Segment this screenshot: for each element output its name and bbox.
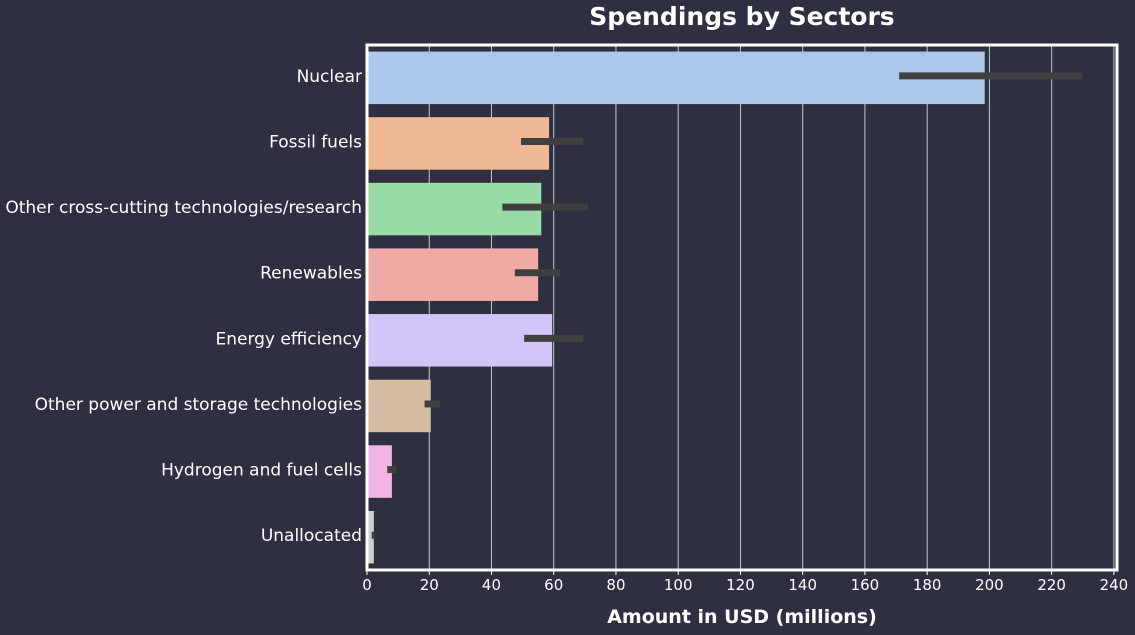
error-bars <box>371 72 1083 539</box>
x-tick-label: 80 <box>606 576 625 594</box>
category-label: Unallocated <box>261 526 362 546</box>
category-label: Energy efficiency <box>215 329 362 349</box>
x-tick-label: 200 <box>975 576 1004 594</box>
bar <box>367 379 431 433</box>
bar <box>367 248 539 301</box>
x-tick-label: 160 <box>851 576 880 594</box>
category-label: Other cross-cutting technologies/researc… <box>5 198 362 218</box>
x-tick-label: 140 <box>788 576 817 594</box>
x-tick-label: 100 <box>664 576 693 594</box>
category-label: Hydrogen and fuel cells <box>161 461 362 481</box>
bars <box>367 51 985 564</box>
category-labels: Nuclear Fossil fuels Other cross-cutting t… <box>5 67 362 546</box>
bar <box>367 117 550 170</box>
x-tick-label: 0 <box>362 576 372 594</box>
x-tick-label: 60 <box>544 576 563 594</box>
x-tick-label: 240 <box>1100 576 1129 594</box>
chart-title: Spendings by Sectors <box>589 2 895 31</box>
plot-frame <box>365 43 1119 572</box>
bar <box>367 314 553 367</box>
category-label: Other power and storage technologies <box>35 395 363 415</box>
category-label: Nuclear <box>297 67 362 87</box>
bar <box>367 510 374 564</box>
category-label: Fossil fuels <box>269 132 362 152</box>
bar <box>367 51 985 105</box>
x-tick-labels: 0 20 40 60 80 100 120 140 160 180 200 220 240 <box>362 570 1128 594</box>
x-tick-label: 120 <box>726 576 755 594</box>
category-label: Renewables <box>260 264 362 284</box>
x-tick-label: 20 <box>420 576 439 594</box>
x-tick-label: 220 <box>1037 576 1066 594</box>
x-tick-label: 40 <box>482 576 501 594</box>
x-axis-label: Amount in USD (millions) <box>607 606 877 628</box>
x-tick-label: 180 <box>913 576 942 594</box>
